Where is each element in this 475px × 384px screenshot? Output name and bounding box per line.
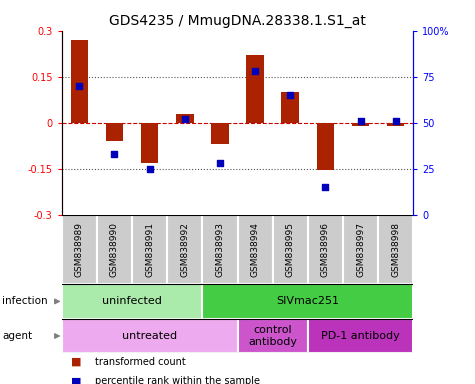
Text: GSM838994: GSM838994 xyxy=(251,222,259,277)
Text: GSM838997: GSM838997 xyxy=(356,222,365,277)
Bar xyxy=(247,55,264,123)
Bar xyxy=(202,284,413,319)
Text: GSM838998: GSM838998 xyxy=(391,222,400,277)
Text: uninfected: uninfected xyxy=(102,296,162,306)
Bar xyxy=(308,319,413,353)
Bar xyxy=(167,215,202,284)
Bar xyxy=(273,215,308,284)
Point xyxy=(111,151,118,157)
Text: GSM838995: GSM838995 xyxy=(286,222,294,277)
Bar xyxy=(71,40,88,123)
Bar xyxy=(97,215,132,284)
Text: ■: ■ xyxy=(71,357,82,367)
Point xyxy=(251,68,259,74)
Bar xyxy=(176,114,194,123)
Text: GSM838991: GSM838991 xyxy=(145,222,154,277)
Point xyxy=(357,118,364,124)
Text: transformed count: transformed count xyxy=(95,357,186,367)
Point xyxy=(181,116,189,122)
Text: untreated: untreated xyxy=(122,331,177,341)
Bar xyxy=(387,123,404,126)
Text: control
antibody: control antibody xyxy=(248,325,297,347)
Bar xyxy=(62,319,238,353)
Text: GSM838993: GSM838993 xyxy=(216,222,224,277)
Text: infection: infection xyxy=(2,296,48,306)
Bar xyxy=(378,215,413,284)
Point xyxy=(216,161,224,167)
Title: GDS4235 / MmugDNA.28338.1.S1_at: GDS4235 / MmugDNA.28338.1.S1_at xyxy=(109,14,366,28)
Point xyxy=(392,118,399,124)
Bar xyxy=(316,123,334,170)
Point xyxy=(286,92,294,98)
Text: GSM838989: GSM838989 xyxy=(75,222,84,277)
Bar xyxy=(352,123,369,126)
Bar xyxy=(308,215,343,284)
Text: agent: agent xyxy=(2,331,32,341)
Text: GSM838990: GSM838990 xyxy=(110,222,119,277)
Point xyxy=(146,166,153,172)
Bar xyxy=(343,215,378,284)
Bar xyxy=(105,123,124,141)
Bar xyxy=(281,92,299,123)
Point xyxy=(76,83,83,89)
Text: PD-1 antibody: PD-1 antibody xyxy=(321,331,400,341)
Text: GSM838992: GSM838992 xyxy=(180,222,189,277)
Text: GSM838996: GSM838996 xyxy=(321,222,330,277)
Bar xyxy=(238,215,273,284)
Bar xyxy=(141,123,158,163)
Point xyxy=(322,184,329,190)
Bar xyxy=(202,215,238,284)
Bar xyxy=(238,319,308,353)
Bar xyxy=(62,284,202,319)
Text: SIVmac251: SIVmac251 xyxy=(276,296,339,306)
Text: percentile rank within the sample: percentile rank within the sample xyxy=(95,376,260,384)
Bar xyxy=(211,123,228,144)
Bar xyxy=(62,215,97,284)
Text: ■: ■ xyxy=(71,376,82,384)
Bar xyxy=(132,215,167,284)
